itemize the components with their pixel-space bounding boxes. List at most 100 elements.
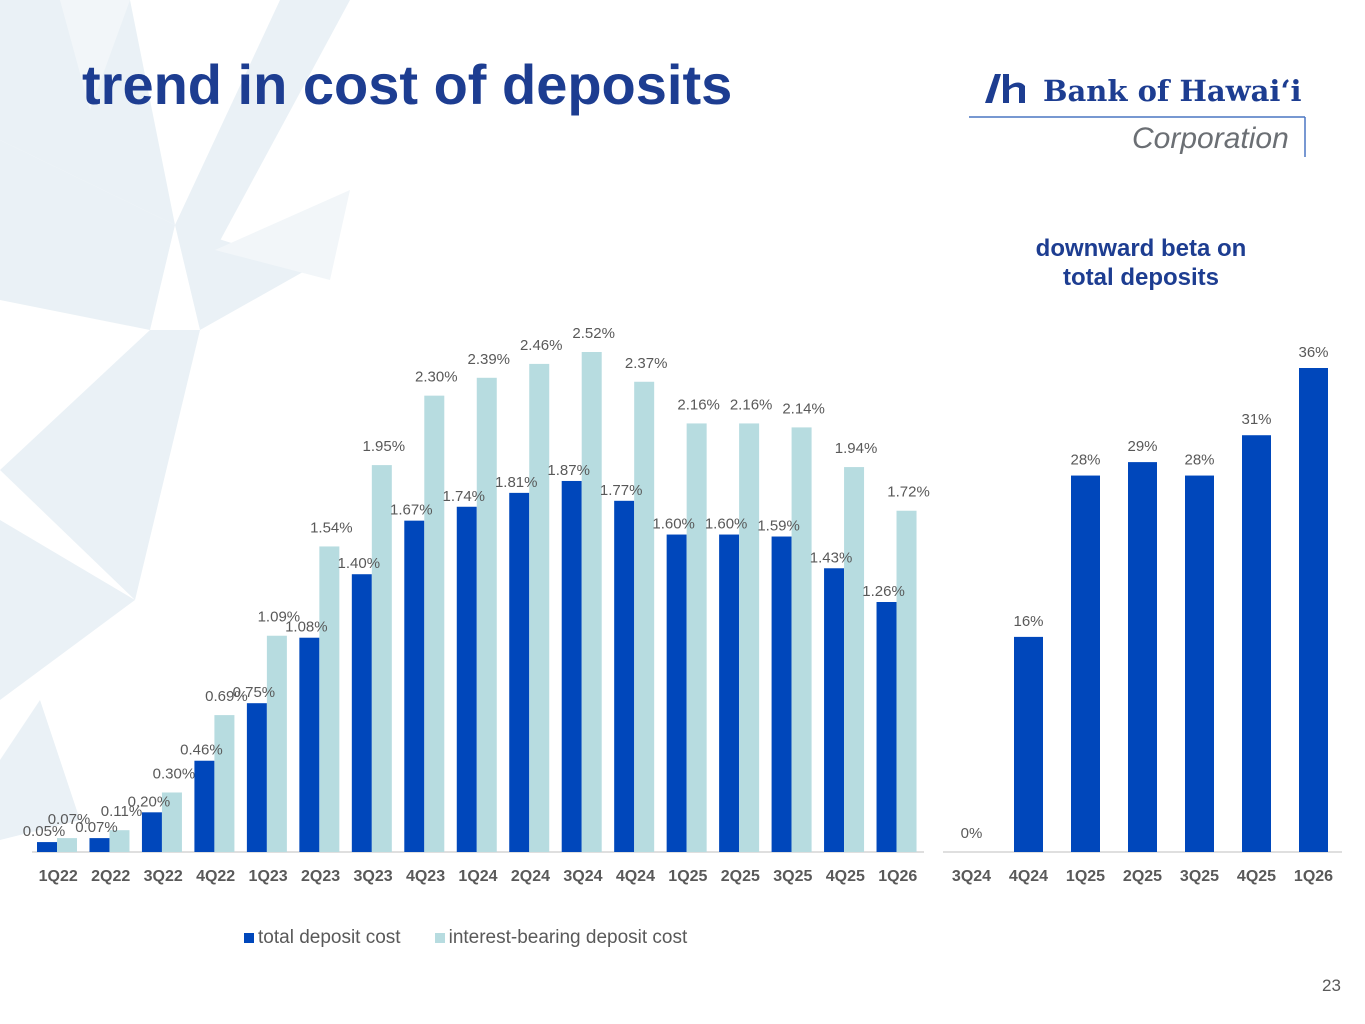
- data-label-total: 0.20%: [128, 793, 171, 810]
- data-label-total: 0.07%: [75, 819, 118, 836]
- bar-interest-bearing-cost: [424, 395, 445, 852]
- bar-total-deposit-cost: [771, 536, 792, 852]
- legend-swatch-total: [244, 933, 254, 943]
- bar-interest-bearing-cost: [266, 635, 287, 852]
- x-tick-label: 2Q23: [301, 868, 340, 885]
- data-label-interest-bearing: 2.37%: [625, 355, 668, 372]
- data-label-total: 1.77%: [600, 482, 643, 499]
- data-label-interest-bearing: 0.11%: [101, 803, 142, 820]
- data-label-total: 0.46%: [180, 742, 223, 759]
- x-tick-label: 1Q24: [458, 868, 497, 885]
- logo-wordmark: Bank of Hawaiʻi: [1043, 74, 1302, 108]
- bar-downward-beta: [1128, 462, 1157, 852]
- x-tick-label: 3Q22: [144, 868, 183, 885]
- data-label-total: 0.75%: [233, 684, 276, 701]
- data-label-interest-bearing: 2.52%: [572, 325, 615, 342]
- bar-total-deposit-cost: [141, 812, 162, 852]
- data-label-total: 1.08%: [285, 619, 328, 636]
- bar-interest-bearing-cost: [791, 427, 812, 852]
- logo-subtitle: Corporation: [1132, 122, 1289, 155]
- data-label-interest-bearing: 1.94%: [835, 440, 878, 457]
- bar-interest-bearing-cost: [739, 423, 760, 852]
- data-label-interest-bearing: 2.16%: [730, 396, 773, 413]
- data-label-total: 1.74%: [442, 488, 485, 505]
- bar-total-deposit-cost: [246, 703, 267, 852]
- bank-of-hawaii-mark-icon: [985, 74, 1025, 103]
- data-label-beta: 29%: [1127, 438, 1157, 455]
- data-label-beta: 36%: [1298, 344, 1328, 361]
- x-tick-label: 1Q25: [1066, 868, 1105, 885]
- bar-total-deposit-cost: [299, 637, 320, 852]
- x-tick-label: 3Q24: [952, 868, 991, 885]
- x-tick-label: 4Q25: [826, 868, 865, 885]
- legend-item-interest-bearing: interest-bearing deposit cost: [434, 927, 688, 949]
- x-tick-label: 4Q24: [1009, 868, 1048, 885]
- page-number: 23: [1322, 976, 1341, 995]
- x-tick-label: 3Q23: [353, 868, 392, 885]
- bar-total-deposit-cost: [37, 842, 57, 852]
- data-label-beta: 28%: [1070, 452, 1100, 469]
- bar-total-deposit-cost: [561, 480, 582, 852]
- bank-of-hawaii-logo: [969, 74, 1306, 157]
- bar-interest-bearing-cost: [844, 467, 865, 852]
- x-tick-label: 2Q25: [1123, 868, 1162, 885]
- data-label-beta: 16%: [1013, 613, 1043, 630]
- data-label-interest-bearing: 0.30%: [153, 765, 196, 782]
- data-label-beta: 28%: [1184, 452, 1214, 469]
- x-tick-label: 1Q26: [878, 868, 917, 885]
- bar-interest-bearing-cost: [319, 546, 340, 852]
- bar-total-deposit-cost: [666, 534, 687, 852]
- data-label-total: 1.60%: [652, 516, 695, 533]
- legend-item-total: total deposit cost: [244, 927, 401, 949]
- bar-downward-beta: [1299, 368, 1328, 852]
- beta-chart-title: downward beta on total deposits: [996, 234, 1286, 292]
- data-label-total: 1.81%: [495, 474, 538, 491]
- x-tick-label: 3Q25: [1180, 868, 1219, 885]
- x-tick-label: 1Q25: [668, 868, 707, 885]
- bar-interest-bearing-cost: [371, 465, 392, 852]
- data-label-total: 1.43%: [810, 549, 853, 566]
- data-label-total: 1.40%: [338, 555, 381, 572]
- bar-total-deposit-cost: [89, 838, 110, 852]
- data-label-interest-bearing: 2.46%: [520, 337, 563, 354]
- beta-title-line-1: downward beta on: [1035, 235, 1247, 262]
- legend-label-total: total deposit cost: [258, 927, 401, 948]
- x-tick-label: 4Q23: [406, 868, 445, 885]
- data-label-beta: 31%: [1241, 411, 1271, 428]
- bar-interest-bearing-cost: [529, 363, 550, 852]
- bar-interest-bearing-cost: [896, 510, 917, 852]
- x-tick-label: 1Q22: [39, 868, 78, 885]
- data-label-interest-bearing: 1.95%: [363, 438, 406, 455]
- data-label-beta: 0%: [961, 825, 983, 842]
- bar-interest-bearing-cost: [476, 377, 497, 852]
- bar-total-deposit-cost: [614, 500, 635, 852]
- data-label-interest-bearing: 2.16%: [677, 396, 720, 413]
- bar-interest-bearing-cost: [214, 715, 235, 852]
- data-label-interest-bearing: 2.14%: [782, 400, 825, 417]
- x-tick-label: 1Q26: [1294, 868, 1333, 885]
- x-tick-label: 4Q22: [196, 868, 235, 885]
- data-label-total: 1.26%: [862, 583, 905, 600]
- bar-total-deposit-cost: [404, 520, 425, 852]
- page-title: trend in cost of deposits: [82, 53, 733, 116]
- bar-total-deposit-cost: [456, 506, 477, 852]
- x-tick-label: 4Q25: [1237, 868, 1276, 885]
- legend-label-interest-bearing: interest-bearing deposit cost: [448, 927, 688, 948]
- bar-downward-beta: [1014, 636, 1043, 852]
- bar-downward-beta: [1071, 475, 1100, 852]
- data-label-interest-bearing: 2.39%: [467, 351, 510, 368]
- x-tick-label: 3Q24: [563, 868, 602, 885]
- bar-interest-bearing-cost: [634, 381, 655, 852]
- bar-downward-beta: [1242, 435, 1271, 852]
- x-tick-label: 3Q25: [773, 868, 812, 885]
- bar-total-deposit-cost: [824, 568, 845, 852]
- bar-interest-bearing-cost: [57, 838, 77, 852]
- data-label-interest-bearing: 0.69%: [205, 688, 248, 705]
- bar-interest-bearing-cost: [109, 830, 130, 852]
- data-label-interest-bearing: 2.30%: [415, 369, 458, 386]
- data-label-interest-bearing: 1.54%: [310, 519, 353, 536]
- data-label-total: 1.67%: [390, 502, 433, 519]
- bar-total-deposit-cost: [351, 574, 372, 852]
